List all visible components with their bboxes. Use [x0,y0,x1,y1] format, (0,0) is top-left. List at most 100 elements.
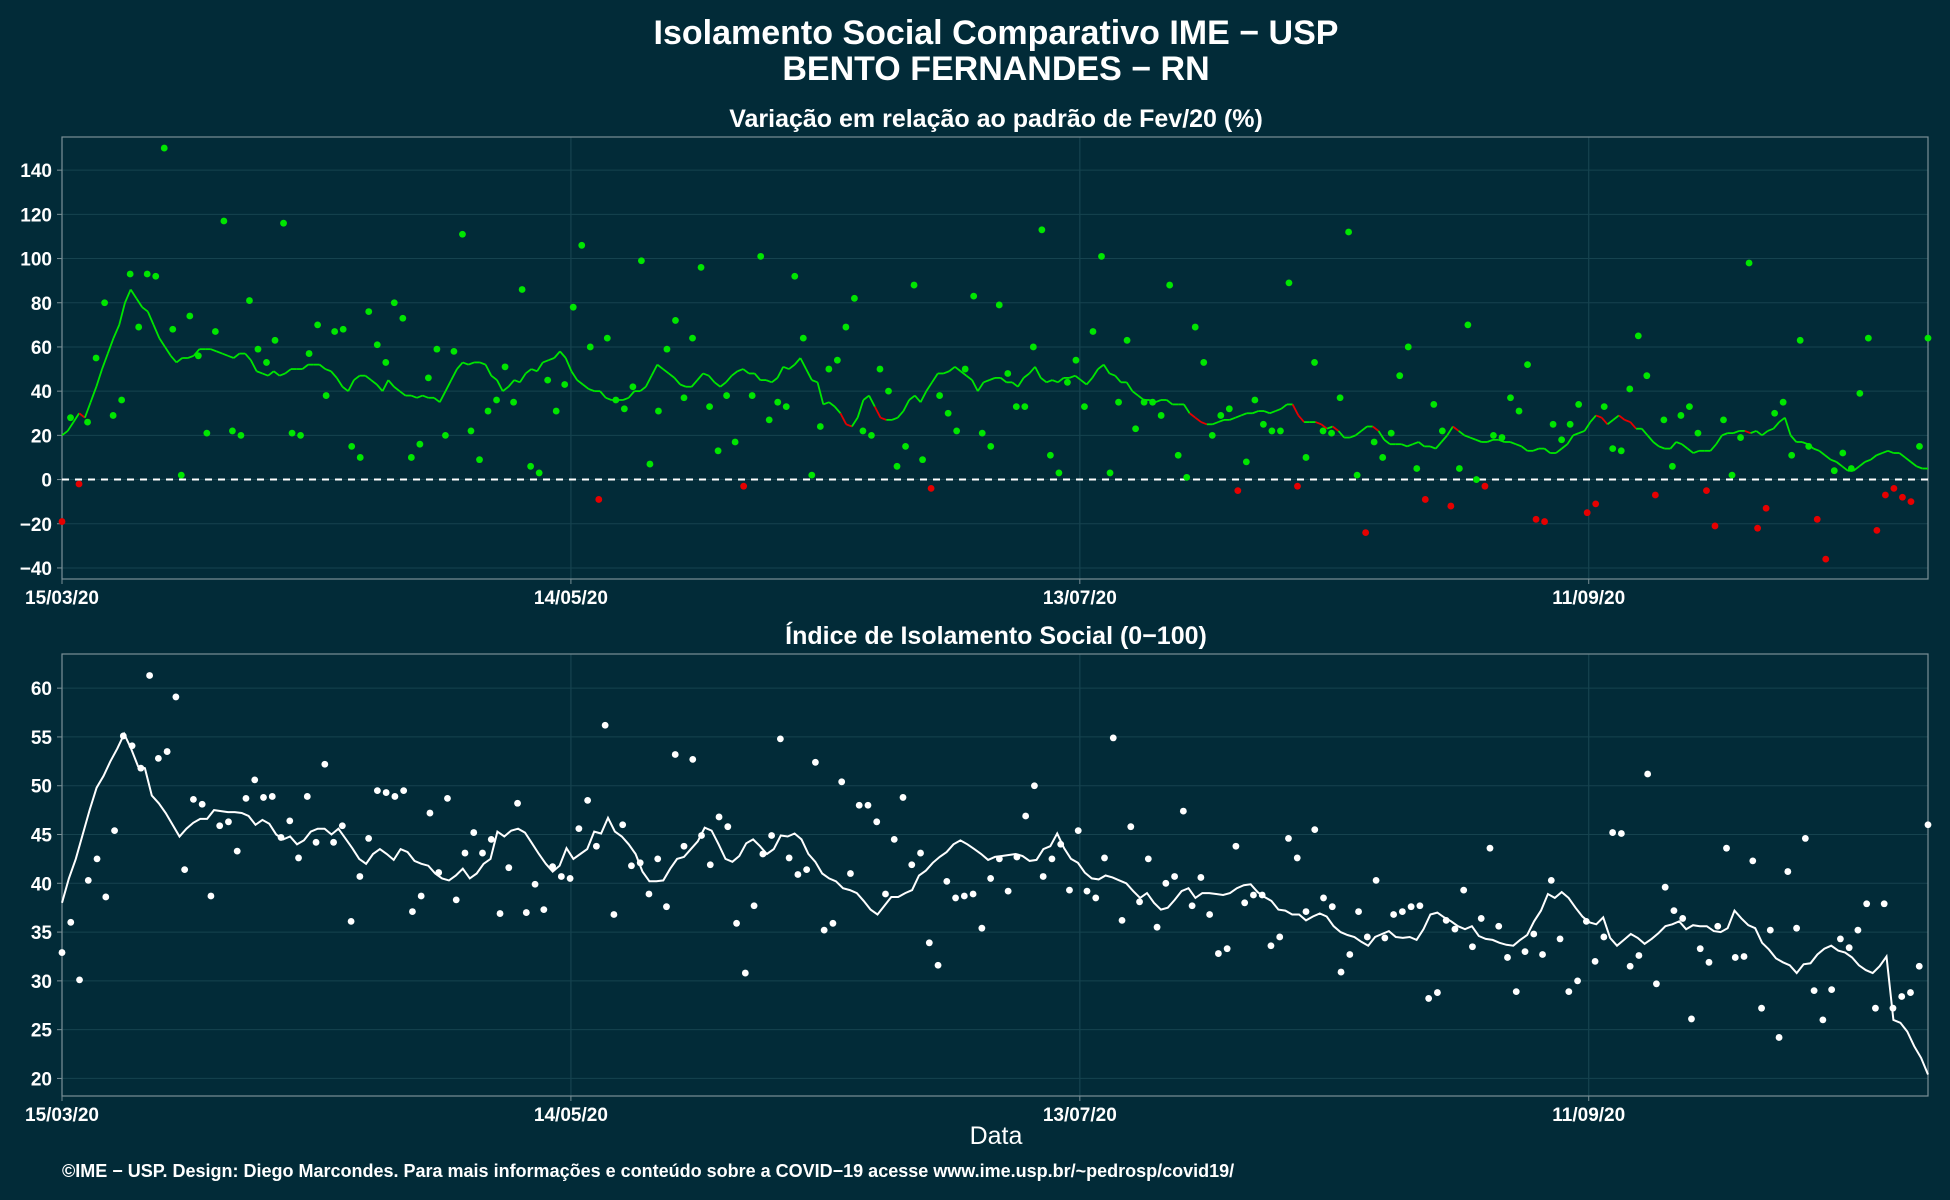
data-point [399,314,407,322]
data-point [1670,907,1678,915]
moving-average-segment [1687,447,1694,454]
moving-average-segment [1194,416,1202,423]
data-point [882,890,889,898]
data-point [277,834,285,841]
moving-average-segment [765,379,773,384]
y-tick-label: 80 [31,294,52,315]
data-point [1705,958,1713,966]
moving-average-segment [1675,441,1683,446]
data-point [1022,812,1030,820]
moving-average-segment [479,361,486,366]
data-point [1575,401,1583,408]
data-point [143,270,151,278]
data-point [476,456,483,464]
moving-average-segment [668,372,676,379]
moving-average-segment [399,390,406,397]
data-point [1144,855,1152,863]
data-point [67,918,75,926]
data-point [1132,425,1139,433]
data-point [1048,855,1056,863]
data-point [493,396,500,404]
moving-average-segment [244,352,252,361]
data-point [1898,993,1906,1000]
data-point [435,869,443,876]
data-point [1098,252,1105,260]
moving-average-segment [548,357,555,362]
data-point [1796,336,1804,344]
data-point [1101,854,1108,862]
data-point [1477,915,1485,922]
moving-average-segment [1521,445,1528,452]
moving-average-segment [468,361,475,366]
data-point [135,323,143,331]
moving-average-segment [112,324,121,339]
data-point [286,817,294,825]
moving-average-segment [1452,425,1460,432]
data-point [873,818,881,826]
moving-average-segment [1320,423,1328,430]
data-point [1372,876,1380,884]
moving-average-segment [1217,419,1225,423]
data-point [610,911,618,918]
data-point [75,480,83,488]
moving-average-segment [1475,438,1482,443]
data-point [759,850,767,858]
moving-average-segment [679,383,687,388]
moving-average-segment [1040,377,1048,384]
moving-average-segment [1418,441,1425,448]
data-point [733,919,740,927]
moving-average-segment [170,355,178,364]
y-tick-label: 20 [31,426,52,447]
data-point [169,325,177,333]
data-point [1434,989,1441,996]
x-tick-label: 13/07/20 [1043,588,1117,609]
data-point [1498,434,1506,441]
moving-average-segment [1069,374,1076,379]
moving-average-segment [353,374,361,381]
y-tick-label: 40 [31,382,52,403]
data-point [1524,361,1531,369]
data-point [1328,429,1335,437]
data-point [1157,412,1165,419]
data-point [391,793,399,800]
data-point [347,917,355,925]
moving-average-segment [158,337,166,348]
data-point [1668,462,1676,470]
moving-average-segment [650,364,659,377]
moving-average-segment [335,377,344,388]
data-point [1320,894,1327,902]
moving-average-segment [1744,430,1751,434]
data-point [1416,902,1424,910]
data-point [1512,988,1520,995]
data-point [1745,259,1753,267]
data-point [1092,894,1100,902]
data-point [177,471,185,479]
data-point [433,345,441,353]
moving-average-segment [1269,410,1276,415]
data-point [246,297,253,304]
data-point [995,301,1003,309]
moving-average-segment [525,368,532,375]
data-point [154,755,162,762]
data-point [680,394,688,402]
moving-average-segment [564,357,573,372]
data-point [1731,954,1739,961]
data-point [680,842,688,850]
data-point [561,381,569,388]
moving-average-segment [828,401,836,408]
x-tick-label: 11/09/20 [1552,588,1625,609]
data-point [251,776,259,784]
y-tick-label: 60 [31,679,52,700]
data-point [1532,515,1540,523]
data-point [1046,451,1054,459]
moving-average-segment [1114,375,1122,383]
data-point [271,336,279,344]
moving-average-segment [914,394,922,403]
data-point [791,272,799,280]
y-tick-label: 25 [31,1021,53,1042]
data-point [842,323,850,331]
index-panel: 20 25 30 35 40 45 50 55 60 15/03/20 14/05/20 13/07/… [25,653,1932,1126]
moving-average-segment [931,372,939,383]
data-point [1723,844,1730,852]
data-point [1609,445,1617,453]
